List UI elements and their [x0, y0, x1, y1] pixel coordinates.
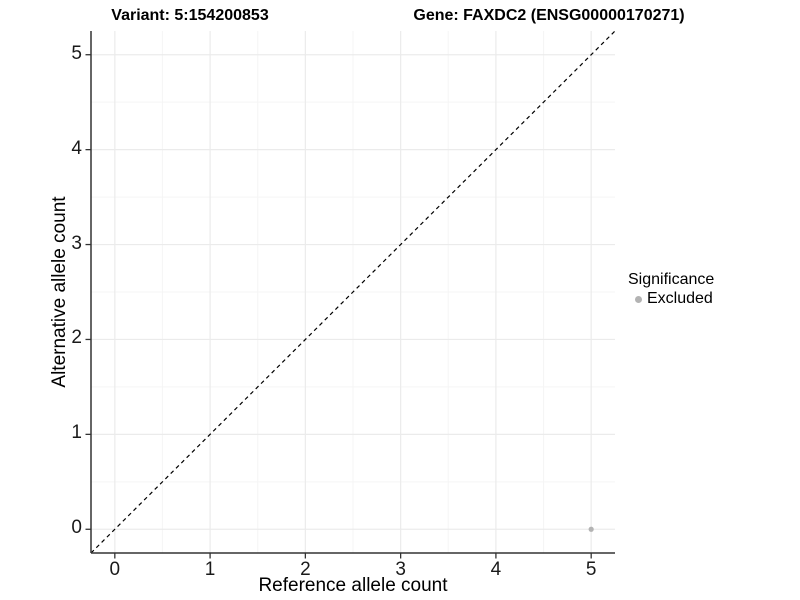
legend-title: Significance: [628, 271, 715, 288]
y-tick-label: 5: [71, 42, 82, 64]
y-axis-title: Alternative allele count: [49, 196, 70, 388]
y-tick-label: 3: [71, 232, 82, 254]
excluded-point-icon: [634, 295, 642, 303]
data-point-excluded: [588, 526, 594, 532]
identity-line: [90, 30, 616, 554]
legend-key: [631, 291, 645, 307]
variant-title: Variant: 5:154200853: [111, 7, 269, 24]
x-tick-label: 4: [490, 559, 502, 580]
y-tick-label: 4: [71, 137, 82, 159]
legend-item-label: Excluded: [647, 290, 713, 307]
x-axis-title: Reference allele count: [258, 575, 448, 596]
gene-title: Gene: FAXDC2 (ENSG00000170271): [413, 7, 685, 24]
x-tick-label: 5: [585, 559, 597, 580]
y-tick-label: 1: [71, 422, 82, 444]
x-tick-label: 3: [395, 559, 406, 580]
y-tick-label: 2: [71, 327, 82, 349]
legend: Significance Excluded: [628, 271, 714, 308]
x-tick-label: 0: [109, 559, 121, 580]
legend-item-excluded: Excluded: [628, 290, 714, 308]
x-tick-label: 2: [300, 559, 311, 580]
y-tick-label: 0: [71, 517, 82, 539]
x-tick-label: 1: [204, 559, 216, 580]
